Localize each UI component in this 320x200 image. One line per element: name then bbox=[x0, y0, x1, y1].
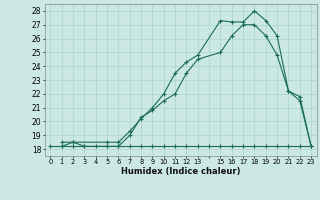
X-axis label: Humidex (Indice chaleur): Humidex (Indice chaleur) bbox=[121, 167, 241, 176]
